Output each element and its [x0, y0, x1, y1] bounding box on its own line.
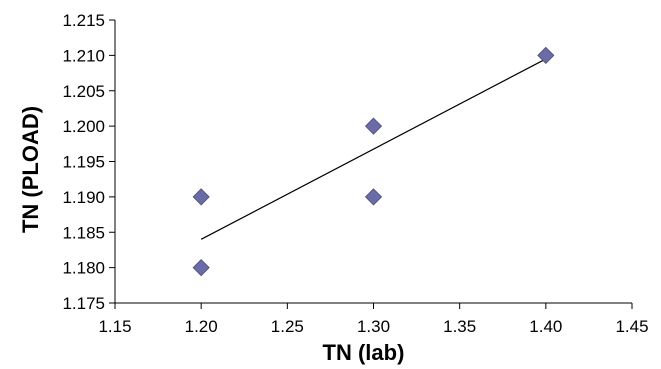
y-tick-label: 1.190	[62, 188, 105, 207]
data-point	[192, 188, 210, 206]
x-tick-label: 1.25	[271, 317, 304, 336]
data-point	[192, 259, 210, 277]
y-tick-label: 1.180	[62, 259, 105, 278]
data-point	[364, 188, 383, 206]
trendline	[200, 58, 547, 240]
x-tick-label: 1.20	[185, 317, 218, 336]
data-points	[192, 46, 555, 277]
x-tick-label: 1.35	[443, 317, 476, 336]
x-axis-title: TN (lab)	[323, 340, 405, 365]
data-point	[537, 46, 555, 64]
axes	[114, 20, 632, 304]
y-tick-label: 1.175	[62, 294, 105, 313]
x-tick-label: 1.30	[357, 317, 390, 336]
x-tick-label: 1.15	[98, 317, 131, 336]
y-tick-label: 1.185	[62, 223, 105, 242]
y-tick-label: 1.195	[62, 153, 105, 172]
x-tick-label: 1.40	[529, 317, 562, 336]
x-ticks: 1.15 1.20 1.25 1.30 1.35 1.40 1.45	[98, 303, 649, 336]
y-tick-label: 1.200	[62, 117, 105, 136]
data-point	[364, 117, 383, 135]
y-tick-label: 1.210	[62, 46, 105, 65]
y-tick-label: 1.205	[62, 82, 105, 101]
x-tick-label: 1.45	[615, 317, 648, 336]
y-tick-label: 1.215	[62, 11, 105, 30]
y-ticks: 1.175 1.180 1.185 1.190 1.195 1.200 1.205 1.210…	[62, 11, 115, 313]
y-axis-title: TN (PLOAD)	[18, 106, 43, 233]
